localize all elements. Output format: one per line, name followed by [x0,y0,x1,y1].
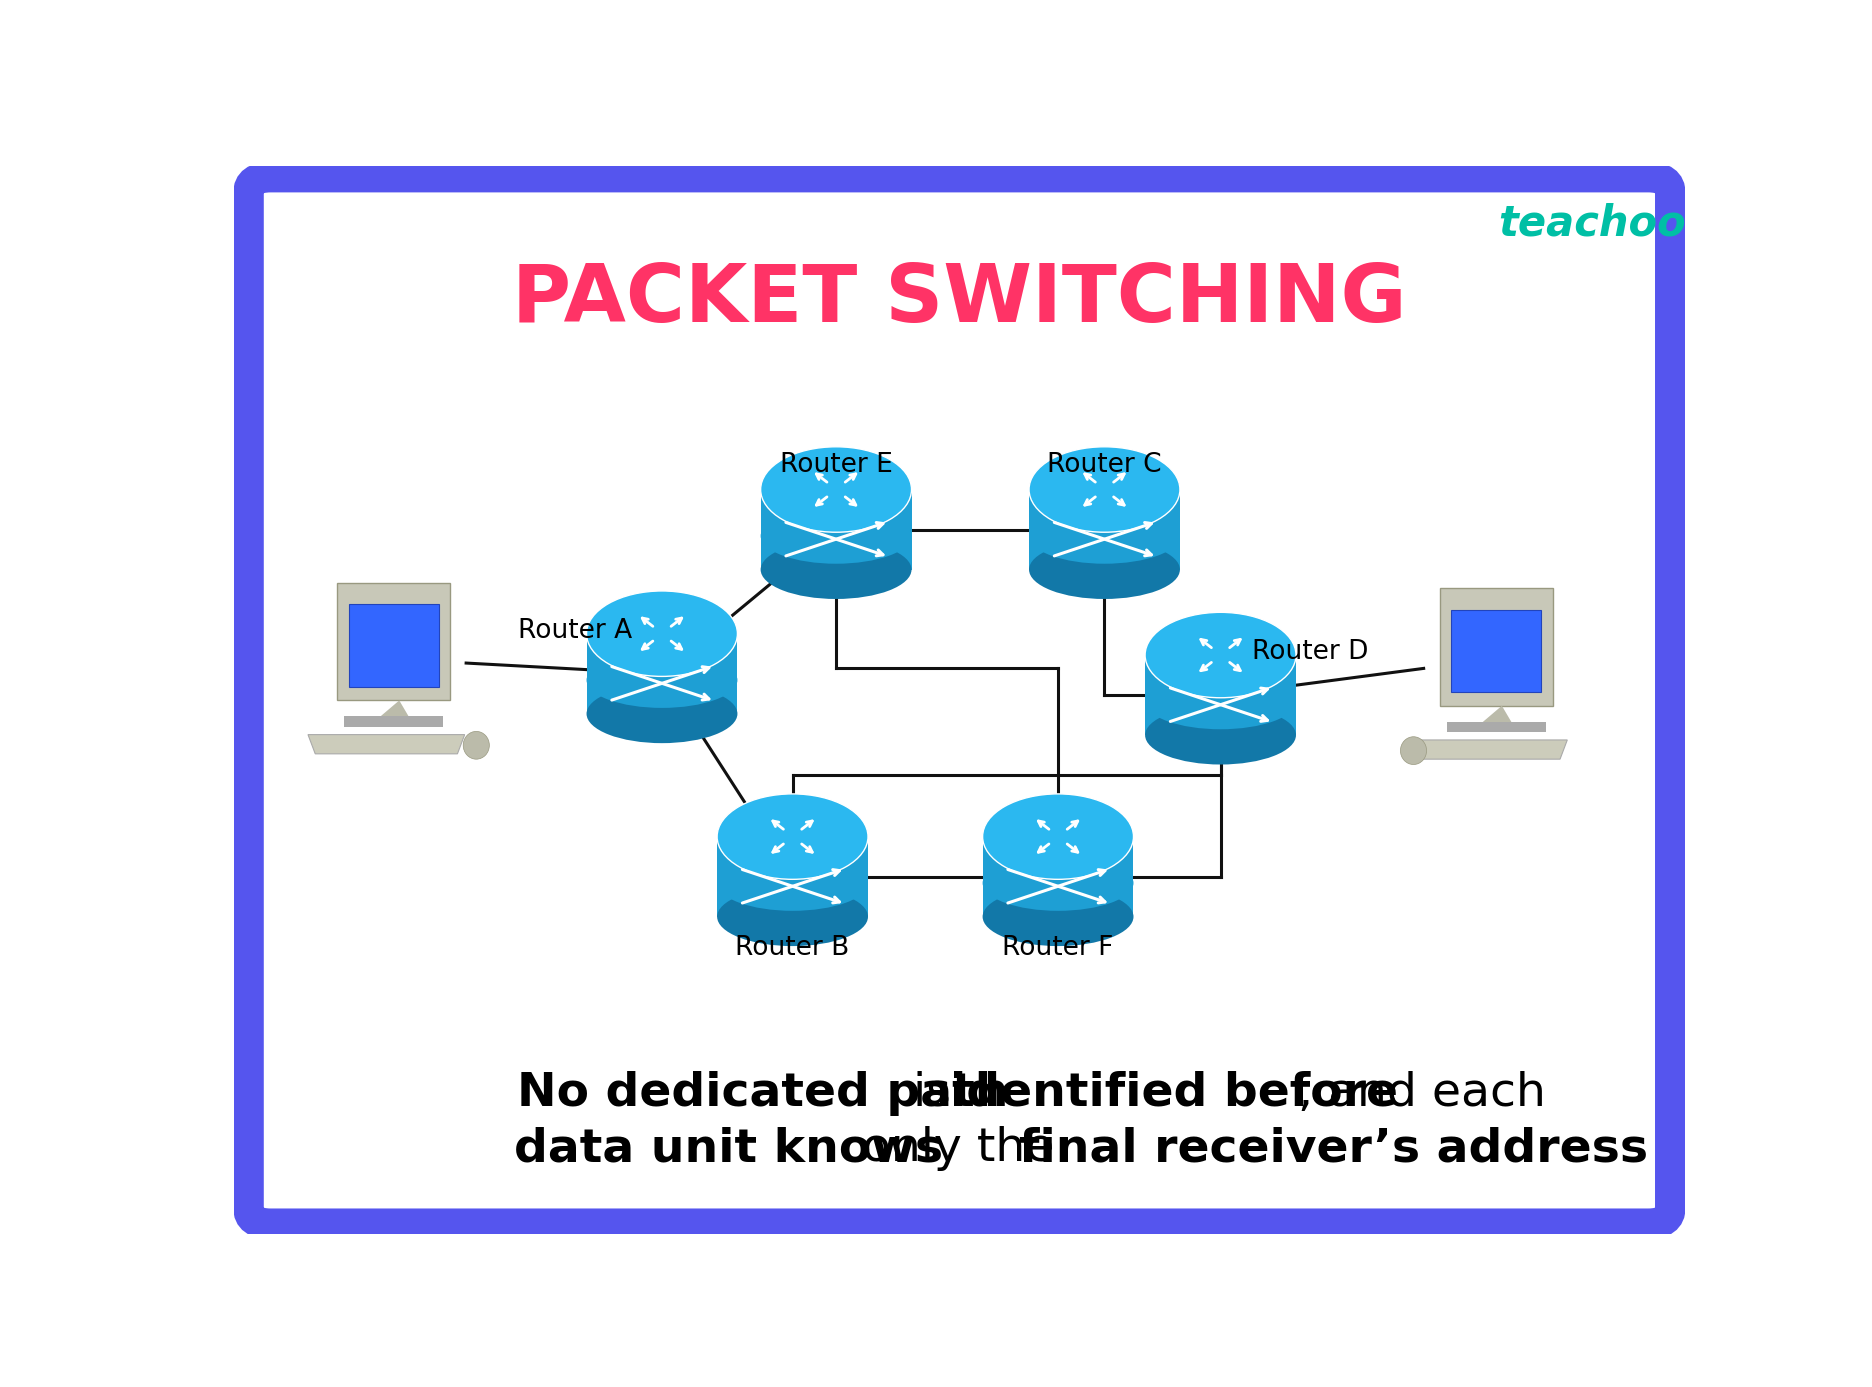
Ellipse shape [1146,612,1295,698]
Ellipse shape [760,508,912,563]
Ellipse shape [717,793,869,879]
Text: Router F: Router F [1002,935,1114,961]
Polygon shape [983,836,1134,917]
Ellipse shape [983,793,1134,879]
Text: Router D: Router D [1252,639,1368,666]
Ellipse shape [462,731,489,759]
Polygon shape [337,583,449,700]
Polygon shape [1411,739,1567,759]
Ellipse shape [1030,447,1179,533]
Ellipse shape [983,888,1134,946]
Text: No dedicated path: No dedicated path [517,1071,1009,1117]
Text: Router C: Router C [1046,452,1163,479]
Ellipse shape [1030,541,1179,599]
Ellipse shape [586,652,738,707]
Ellipse shape [586,684,738,743]
Polygon shape [760,490,912,570]
Ellipse shape [983,856,1134,911]
Ellipse shape [717,856,869,911]
Polygon shape [717,836,869,917]
Bar [344,717,444,727]
Polygon shape [586,634,738,714]
Text: teachoo: teachoo [1498,203,1687,244]
Polygon shape [1451,610,1541,692]
Text: only the: only the [846,1126,1069,1172]
Ellipse shape [1146,674,1295,730]
Bar [1447,721,1546,732]
Polygon shape [309,735,464,755]
Text: PACKET SWITCHING: PACKET SWITCHING [513,261,1406,338]
Ellipse shape [760,541,912,599]
Polygon shape [1030,490,1179,570]
FancyBboxPatch shape [249,178,1670,1223]
Polygon shape [1440,588,1552,706]
Polygon shape [348,605,438,687]
Text: is: is [899,1071,966,1117]
Ellipse shape [1400,736,1426,764]
Ellipse shape [586,591,738,677]
Text: final receiver’s address: final receiver’s address [1018,1126,1647,1172]
Polygon shape [376,700,410,720]
Polygon shape [1146,655,1295,735]
Ellipse shape [1030,508,1179,563]
Polygon shape [1479,706,1513,725]
Text: Router B: Router B [736,935,850,961]
Text: data unit knows: data unit knows [515,1126,943,1172]
Ellipse shape [760,447,912,533]
Text: Router A: Router A [519,619,633,644]
Text: Router E: Router E [781,452,893,479]
Text: , and each: , and each [1297,1071,1546,1117]
Text: identified before: identified before [951,1071,1398,1117]
Ellipse shape [1146,706,1295,764]
Ellipse shape [717,888,869,946]
